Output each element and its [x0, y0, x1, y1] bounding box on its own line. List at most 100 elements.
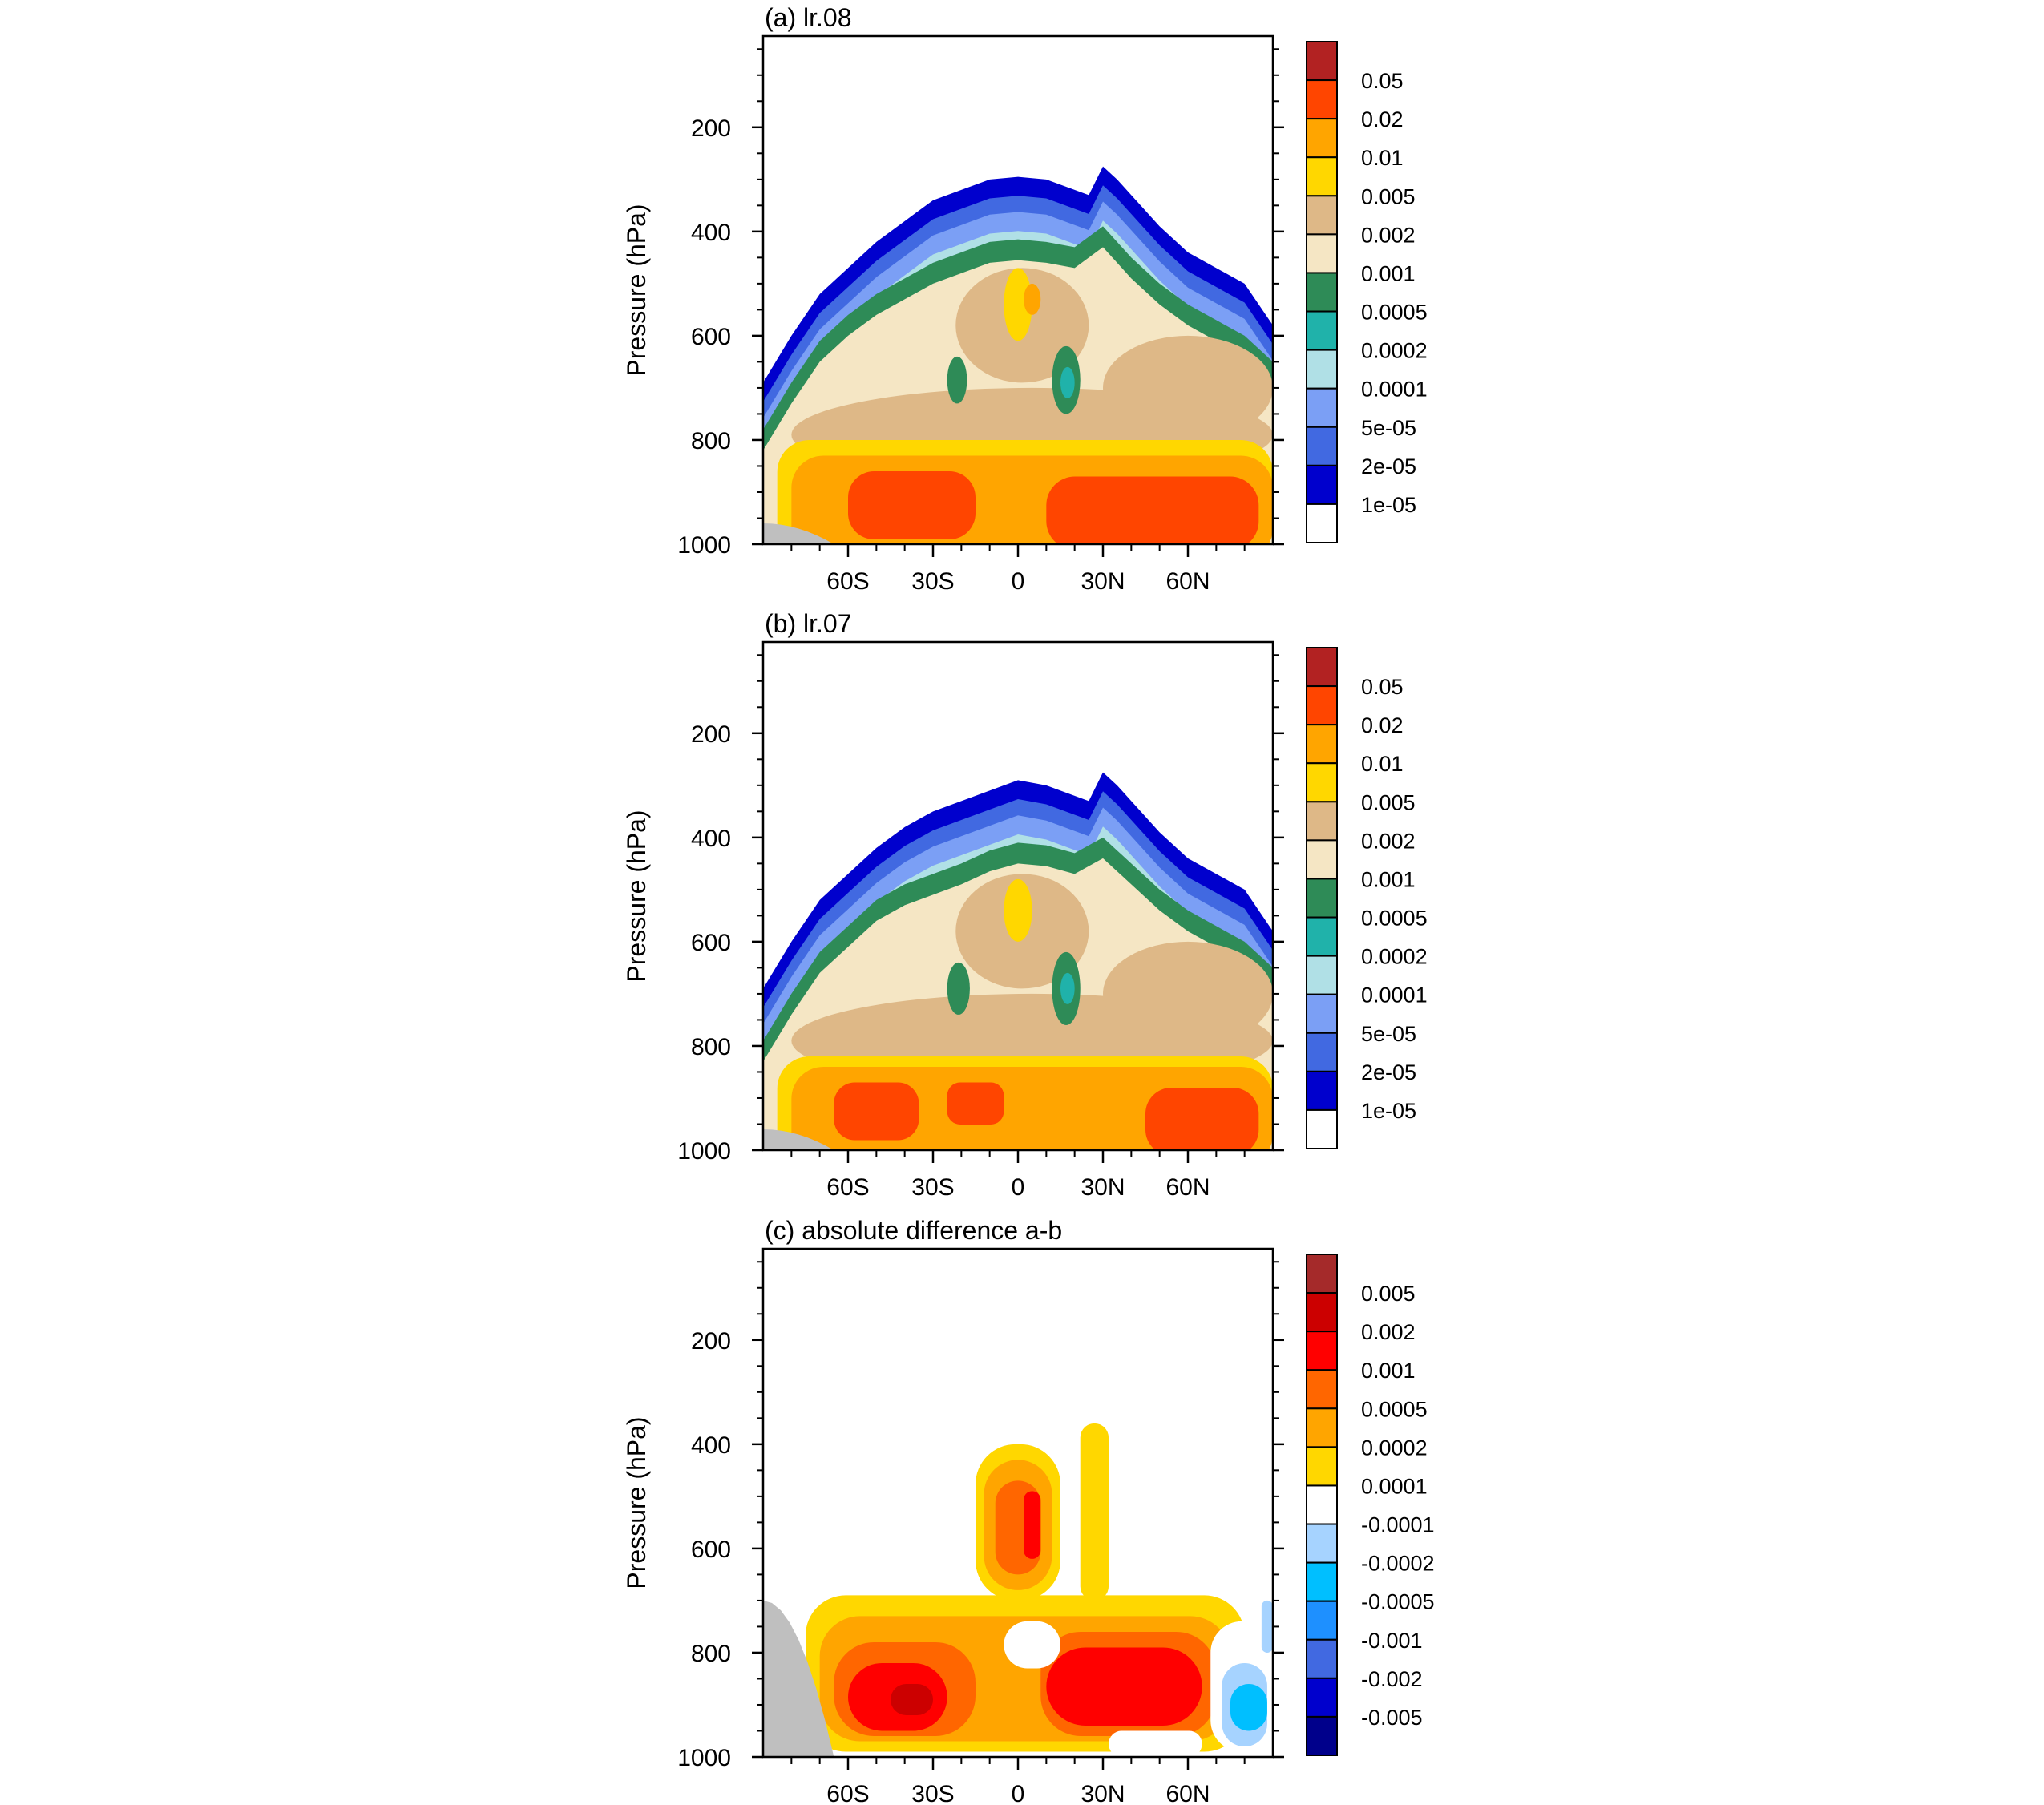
colorbar-label: 0.001 — [1361, 1359, 1416, 1383]
missing-data-region — [763, 1600, 834, 1757]
y-tick-label: 800 — [691, 1034, 731, 1060]
colorbar-swatch — [1306, 1108, 1338, 1150]
x-tick-label: 60N — [1165, 1781, 1210, 1805]
x-tick-label: 30S — [911, 1174, 954, 1201]
contour-region-0.002 — [1103, 335, 1273, 440]
colorbar-label: 0.02 — [1361, 107, 1404, 131]
y-axis-label: Pressure (hPa) — [622, 1416, 651, 1589]
contour-region-0.002 — [1103, 941, 1273, 1046]
colorbar-swatch — [1306, 1523, 1338, 1564]
colorbar-swatch — [1306, 195, 1338, 236]
contour-blob-0.01 — [1024, 283, 1041, 315]
colorbar-swatch — [1306, 1369, 1338, 1410]
colorbar-swatch — [1306, 1638, 1338, 1679]
colorbar-swatch — [1306, 685, 1338, 726]
colorbar-swatch — [1306, 233, 1338, 274]
y-tick-label: 600 — [691, 324, 731, 350]
colorbar-label: 2e-05 — [1361, 454, 1416, 479]
y-axis-label: Pressure (hPa) — [622, 810, 651, 982]
x-tick-label: 0 — [1012, 1174, 1025, 1201]
colorbar-swatch — [1306, 1677, 1338, 1718]
colorbar-swatch — [1306, 1715, 1338, 1757]
colorbar-label: 1e-05 — [1361, 1099, 1416, 1123]
y-tick-label: 200 — [691, 721, 731, 748]
x-tick-label: 60N — [1165, 1174, 1210, 1201]
colorbar-label: 0.02 — [1361, 713, 1404, 737]
colorbar-label: 0.05 — [1361, 69, 1404, 93]
colorbar-label: 0.0002 — [1361, 945, 1428, 969]
colorbar-label: 0.005 — [1361, 184, 1416, 208]
colorbar-label: 5e-05 — [1361, 416, 1416, 440]
y-tick-label: 200 — [691, 1328, 731, 1355]
contour-region--0.0001 — [1109, 1730, 1202, 1757]
colorbar-label: 2e-05 — [1361, 1060, 1416, 1084]
colorbar-label: -0.0002 — [1361, 1552, 1435, 1576]
contour-region-0.001 — [1046, 1647, 1202, 1726]
contour-blob-0.005 — [1004, 268, 1032, 341]
colorbar-label: 0.0002 — [1361, 1436, 1428, 1460]
missing-data-region — [763, 523, 834, 544]
colorbar-swatch — [1306, 1070, 1338, 1111]
colorbar-swatch — [1306, 801, 1338, 842]
colorbar-swatch — [1306, 1561, 1338, 1602]
colorbar-swatch — [1306, 724, 1338, 765]
x-tick-label: 30S — [911, 1781, 954, 1805]
colorbar-swatch — [1306, 839, 1338, 880]
colorbar-swatch — [1306, 426, 1338, 466]
colorbar-label: -0.0005 — [1361, 1590, 1435, 1614]
y-tick-label: 400 — [691, 1432, 731, 1459]
colorbar-swatch — [1306, 349, 1338, 390]
y-axis-label: Pressure (hPa) — [622, 204, 651, 376]
y-tick-label: 1000 — [677, 1138, 731, 1165]
contour-blob-0.0002 — [1060, 972, 1075, 1004]
x-tick-label: 0 — [1012, 1781, 1025, 1805]
colorbar-swatch — [1306, 1446, 1338, 1487]
x-tick-label: 30N — [1081, 1781, 1125, 1805]
colorbar-label: -0.0001 — [1361, 1513, 1435, 1537]
panel-title: (c) absolute difference a-b — [765, 1216, 1062, 1245]
colorbar-swatch — [1306, 1032, 1338, 1072]
colorbar-label: 0.001 — [1361, 867, 1416, 891]
colorbar-swatch — [1306, 1331, 1338, 1371]
colorbar-label: -0.005 — [1361, 1706, 1423, 1730]
colorbar-label: -0.001 — [1361, 1629, 1423, 1653]
contour-blob-0.0005 — [947, 356, 967, 404]
colorbar: 0.05 0.02 0.01 0.005 0.002 0.001 0.0005 0.0002 0… — [1306, 41, 1428, 544]
y-tick-label: 600 — [691, 1536, 731, 1563]
colorbar-swatch — [1306, 955, 1338, 995]
missing-data-region — [763, 1129, 834, 1150]
colorbar-swatch — [1306, 1407, 1338, 1448]
colorbar-label: 0.005 — [1361, 1282, 1416, 1306]
y-tick-label: 1000 — [677, 1745, 731, 1771]
colorbar-swatch — [1306, 503, 1338, 544]
colorbar-label: -0.002 — [1361, 1667, 1423, 1691]
colorbar-label: 0.005 — [1361, 790, 1416, 814]
contour-field — [763, 772, 1273, 1150]
contour-region-0.001 — [1024, 1491, 1041, 1559]
contour-region-0.02 — [834, 1082, 919, 1141]
colorbar-swatch — [1306, 79, 1338, 120]
y-tick-label: 600 — [691, 930, 731, 956]
colorbar-label: 0.0002 — [1361, 339, 1428, 363]
x-tick-label: 60S — [826, 1174, 869, 1201]
colorbar-label: 0.001 — [1361, 261, 1416, 285]
contour-field — [763, 166, 1273, 544]
colorbar-swatch — [1306, 156, 1338, 197]
colorbar-label: 0.0005 — [1361, 301, 1428, 325]
contour-region-0.02 — [947, 1082, 1004, 1125]
colorbar-label: 5e-05 — [1361, 1022, 1416, 1046]
panel-title: (a) lr.08 — [765, 3, 851, 32]
colorbar-label: 0.0001 — [1361, 1474, 1428, 1498]
colorbar-label: 1e-05 — [1361, 493, 1416, 517]
contour-region--0.0005 — [1230, 1683, 1267, 1731]
colorbar-label: 0.01 — [1361, 146, 1404, 170]
colorbar-swatch — [1306, 1292, 1338, 1333]
colorbar-label: 0.0001 — [1361, 378, 1428, 402]
colorbar: 0.005 0.002 0.001 0.0005 0.0002 0.0001 -0.0001… — [1306, 1254, 1435, 1757]
axes: 200 400 600 800 1000 60S 30S 0 30N 60N — [677, 34, 1284, 595]
panel-c: (c) absolute difference a-b Pressure (hP… — [622, 1216, 1435, 1805]
contour-region--0.0002 — [1261, 1600, 1273, 1653]
contour-region-0.02 — [848, 470, 976, 539]
contour-blob-0.005 — [1004, 878, 1032, 942]
contour-region-0.02 — [1046, 476, 1259, 544]
